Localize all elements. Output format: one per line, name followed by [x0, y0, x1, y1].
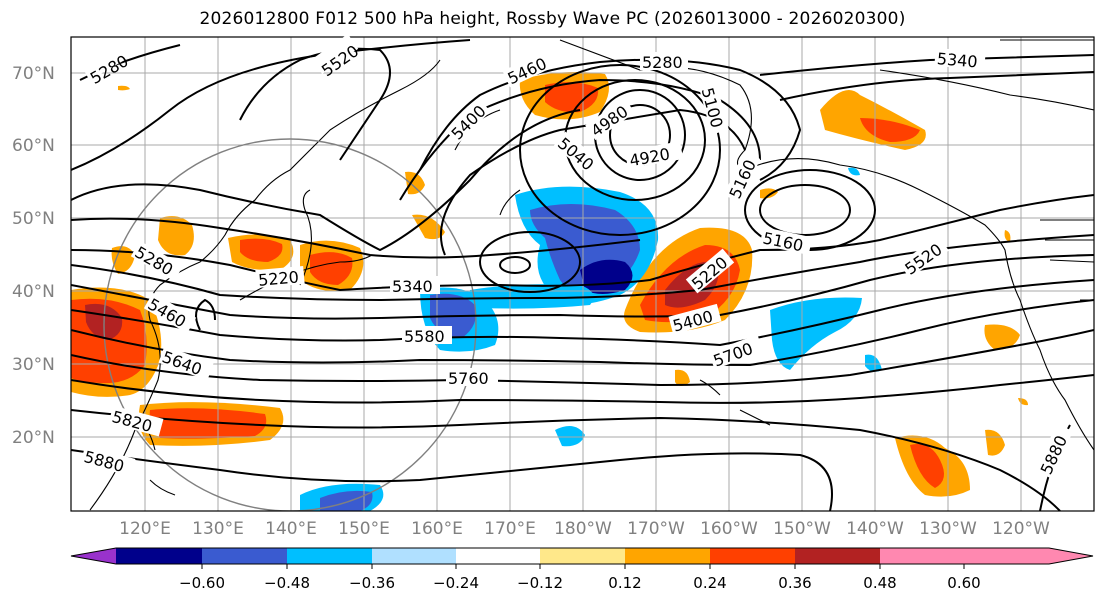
colorbar-segment	[964, 548, 1049, 564]
lon-label: 170°E	[484, 519, 536, 539]
colorbar-outline	[70, 547, 1094, 565]
colorbar-tick-label: −0.36	[349, 574, 395, 592]
lon-label: 130°W	[919, 519, 977, 539]
contour-label: 5760	[448, 369, 489, 388]
colorbar-segment	[540, 548, 625, 564]
lat-label: 50°N	[12, 209, 55, 229]
contour-label: 5580	[404, 327, 445, 346]
colorbar-tick-label: 0.12	[608, 574, 641, 592]
lat-label: 30°N	[12, 355, 55, 375]
colorbar-segment	[795, 548, 880, 564]
contour-label: 5340	[392, 277, 433, 296]
colorbar-segment	[116, 548, 202, 564]
lon-label: 180°W	[554, 519, 612, 539]
colorbar-tick-label: 0.36	[778, 574, 811, 592]
lon-label: 130°E	[192, 519, 244, 539]
contour-label: 5280	[642, 53, 683, 72]
colorbar-tick-label: −0.24	[433, 574, 479, 592]
contour-labels: 5280 5520 5460 5280 5340 5400 4980 5100 …	[80, 34, 1074, 479]
colorbar: −0.60 −0.48 −0.36 −0.24 −0.12 0.12 0.24 …	[70, 547, 1094, 592]
positive-anomaly-shading	[71, 72, 1028, 497]
colorbar-segment	[372, 548, 456, 564]
colorbar-segment	[202, 548, 287, 564]
colorbar-segment	[880, 548, 964, 564]
lon-label: 170°W	[627, 519, 685, 539]
lon-label: 160°W	[700, 519, 758, 539]
contour-label: 5340	[936, 49, 978, 71]
reference-circle	[103, 138, 477, 511]
colorbar-tick-label: −0.12	[517, 574, 563, 592]
map-title: 2026012800 F012 500 hPa height, Rossby W…	[199, 9, 906, 29]
longitude-labels: 120°E 130°E 140°E 150°E 160°E 170°E 180°…	[119, 519, 1050, 539]
lat-label: 40°N	[12, 282, 55, 302]
map-frame	[70, 36, 1095, 512]
colorbar-segment	[710, 548, 795, 564]
contour-label: 5220	[257, 267, 299, 289]
lon-label: 150°E	[338, 519, 390, 539]
negative-anomaly-shading	[300, 167, 882, 511]
lat-label: 20°N	[12, 428, 55, 448]
lon-label: 120°W	[992, 519, 1050, 539]
latitude-labels: 70°N 60°N 50°N 40°N 30°N 20°N	[12, 64, 55, 448]
colorbar-tick-label: 0.60	[947, 574, 980, 592]
colorbar-tick-label: −0.60	[179, 574, 225, 592]
lon-label: 150°W	[773, 519, 831, 539]
colorbar-segment	[71, 548, 116, 564]
colorbar-tick-label: 0.48	[863, 574, 896, 592]
lon-label: 160°E	[411, 519, 463, 539]
lon-label: 140°W	[846, 519, 904, 539]
colorbar-segment	[625, 548, 710, 564]
colorbar-segment	[456, 548, 540, 564]
colorbar-segment	[287, 548, 372, 564]
colorbar-tick-label: −0.48	[264, 574, 310, 592]
lon-label: 120°E	[119, 519, 171, 539]
lat-label: 60°N	[12, 136, 55, 156]
colorbar-tick-label: 0.24	[693, 574, 726, 592]
lon-label: 140°E	[265, 519, 317, 539]
lat-label: 70°N	[12, 64, 55, 84]
